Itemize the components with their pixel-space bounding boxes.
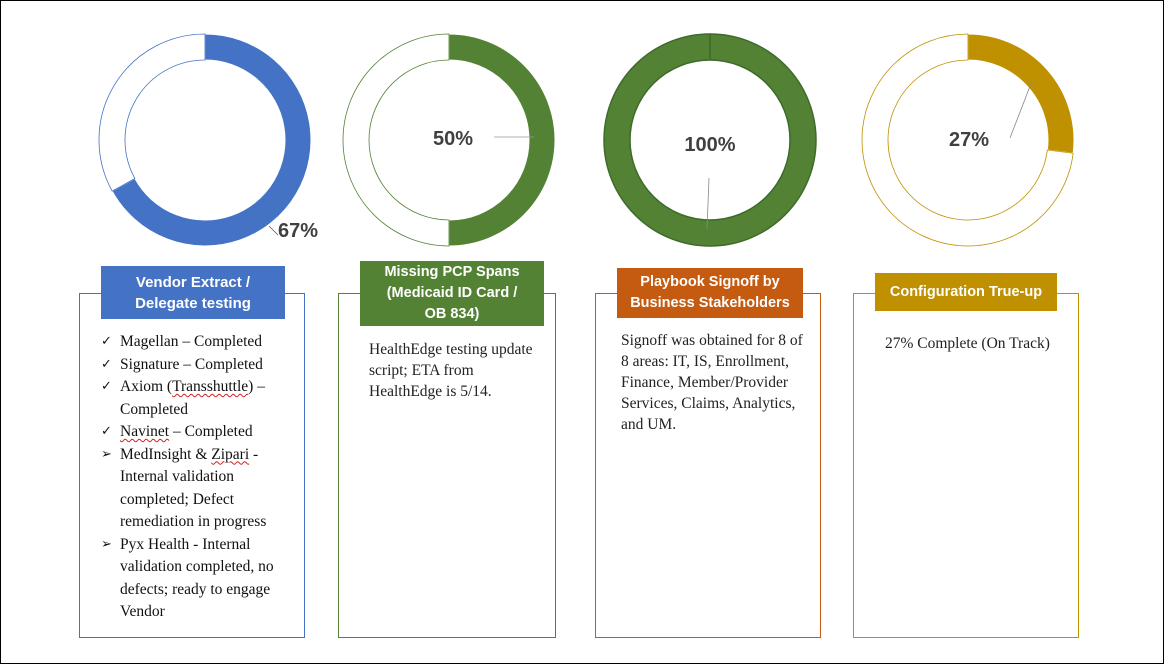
data-label: 50% (433, 128, 473, 150)
title-line: OB 834) (424, 306, 480, 322)
panel-missing-pcp (338, 293, 556, 638)
donut-segment-complete (448, 33, 556, 247)
vendor-status-list: ✓ Magellan – Completed ✓ Signature – Com… (99, 331, 295, 624)
item-text: Pyx Health - Internal validation complet… (120, 535, 274, 621)
item-text: – Completed (169, 423, 253, 440)
spellcheck-word: Transshuttle (172, 378, 249, 395)
donut-segment-remaining (861, 33, 1074, 247)
donut-arcs (861, 33, 1075, 247)
donut-chart-config-trueup: 27% (861, 33, 1075, 247)
panel-config-trueup (853, 293, 1079, 638)
donut-arcs (603, 33, 817, 247)
panel-title-playbook-signoff: Playbook Signoff by Business Stakeholder… (617, 268, 803, 318)
title-line: Business Stakeholders (630, 295, 790, 311)
title-line: Delegate testing (135, 294, 251, 312)
data-label: 100% (684, 134, 735, 156)
label-leader-line (706, 177, 710, 230)
donut-segment-remaining (342, 33, 450, 247)
data-label: 67% (278, 220, 318, 242)
donut-segment-complete (111, 33, 312, 247)
check-icon: ✓ (101, 334, 112, 349)
list-item: ✓ Axiom (Transshuttle) – Completed (99, 376, 295, 421)
check-icon: ✓ (101, 424, 112, 439)
item-text: Signature – Completed (120, 355, 263, 373)
spellcheck-word: Navinet (120, 423, 170, 440)
panel-playbook-signoff (595, 293, 821, 638)
panel-body-missing-pcp: HealthEdge testing update script; ETA fr… (369, 341, 533, 400)
item-text: - (249, 445, 259, 463)
title-line: Playbook Signoff by (640, 274, 780, 290)
donut-arcs (98, 33, 312, 247)
spellcheck-word: Zipari (211, 445, 250, 463)
donut-chart-missing-pcp: 50% (342, 33, 556, 247)
panel-title-missing-pcp: Missing PCP Spans (Medicaid ID Card / OB… (360, 261, 544, 326)
title-line: Configuration True-up (889, 283, 1043, 300)
arrowhead-icon: ➢ (101, 536, 112, 552)
title-line: Missing PCP Spans (384, 264, 520, 280)
list-item: ✓ Signature – Completed (99, 354, 295, 377)
panel-title-vendor-extract: Vendor Extract / Delegate testing (101, 266, 285, 319)
title-line: (Medicaid ID Card / (386, 285, 518, 301)
list-item: ✓ Navinet – Completed (99, 421, 295, 444)
item-text: Magellan – Completed (120, 333, 263, 350)
list-item: ➢ Pyx Health - Internal validation compl… (99, 534, 295, 624)
donut-chart-vendor-extract: 67% (98, 33, 318, 247)
donut-arcs (342, 33, 556, 247)
panel-title-config-trueup: Configuration True-up (875, 273, 1057, 311)
donut-segment-complete (603, 33, 817, 247)
label-leader-line (1009, 80, 1033, 139)
list-item: ➢ MedInsight & Zipari - Internal validat… (99, 444, 295, 534)
panel-vendor-extract (79, 293, 305, 638)
donut-chart-playbook-signoff: 100% (603, 33, 817, 247)
item-text: ) – (248, 378, 265, 395)
panel-body-playbook-signoff: Signoff was obtained for 8 of 8 areas: I… (621, 332, 803, 433)
label-leader-line (268, 225, 279, 236)
title-line: Vendor Extract / (135, 273, 251, 291)
data-label: 27% (949, 129, 989, 151)
list-item: ✓ Magellan – Completed (99, 331, 295, 354)
item-text: Internal validation completed; Defect re… (120, 468, 267, 530)
item-text: Completed (120, 400, 189, 418)
item-text: MedInsight & (120, 445, 212, 463)
check-icon: ✓ (101, 379, 112, 394)
check-icon: ✓ (101, 356, 112, 372)
panel-body-config-trueup: 27% Complete (On Track) (885, 335, 1050, 352)
item-text: Axiom ( (120, 378, 173, 395)
arrowhead-icon: ➢ (101, 446, 112, 462)
donut-segment-remaining (98, 33, 206, 192)
